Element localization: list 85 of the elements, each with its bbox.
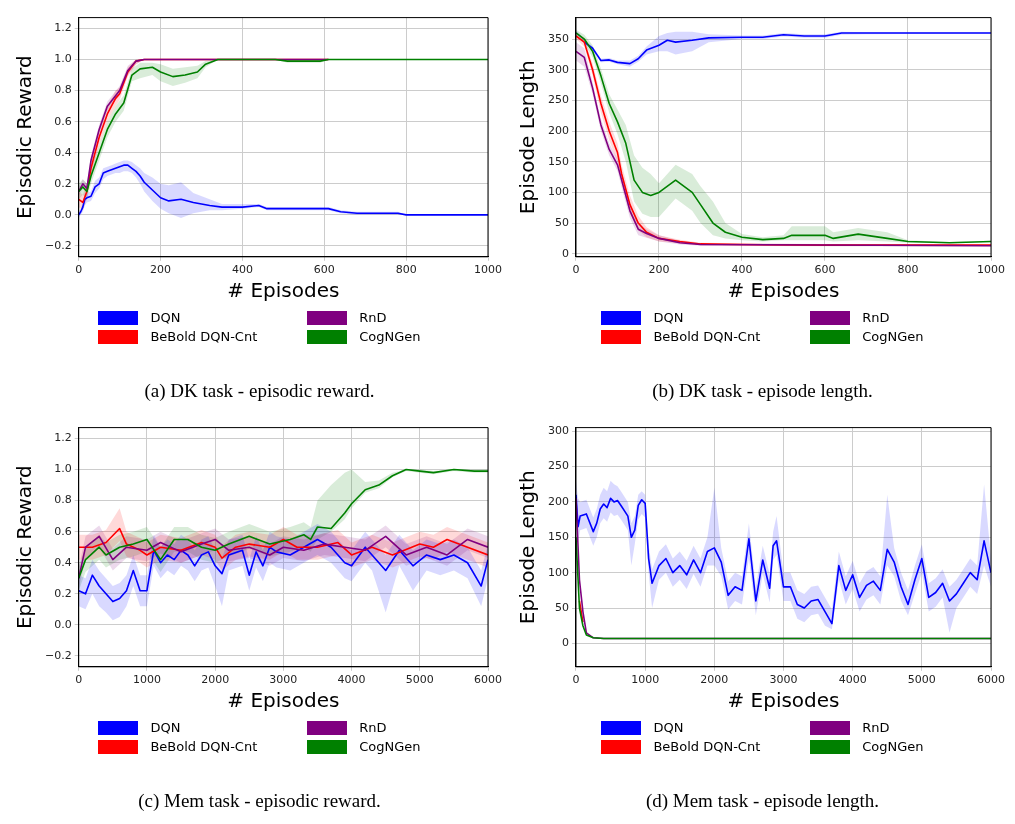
x-tick-label: 5000	[405, 673, 434, 687]
x-tick-label: 0	[74, 263, 82, 277]
y-tick-label: 0.8	[53, 83, 72, 97]
legend-label: CogNGen	[359, 329, 421, 344]
legend-label: RnD	[862, 720, 890, 735]
y-tick-label: 0.6	[53, 524, 72, 538]
y-tick-label: 0.2	[53, 176, 72, 190]
y-tick-label: 1.0	[53, 462, 72, 476]
y-tick-label: 200	[547, 494, 569, 508]
y-axis-title: Episode Length	[514, 470, 539, 625]
y-tick-label: 300	[547, 62, 569, 76]
x-tick-label: 800	[897, 263, 918, 277]
legend-label: RnD	[359, 310, 387, 325]
text: (b) DK task - episode length.	[652, 380, 873, 402]
y-axis-title: Episodic Reward	[11, 55, 36, 220]
y-tick-label: 0	[561, 636, 569, 650]
y-tick-label: 100	[547, 185, 569, 199]
y-tick-label: 0.4	[53, 555, 72, 569]
y-tick-label: 150	[547, 154, 569, 168]
x-tick-label: 5000	[907, 673, 936, 687]
y-tick-label: 50	[554, 215, 569, 229]
y-tick-label: 0	[561, 246, 569, 260]
y-tick-label: −0.2	[44, 648, 72, 662]
legend-label: BeBold DQN-Cnt	[150, 329, 258, 344]
x-tick-label: 200	[648, 263, 669, 277]
y-tick-label: 1.0	[53, 52, 72, 66]
x-axis-title: # Episodes	[226, 278, 339, 303]
x-tick-label: 1000	[132, 673, 161, 687]
x-tick-label: 600	[313, 263, 335, 277]
x-tick-label: 1000	[473, 263, 502, 277]
x-tick-label: 0	[74, 673, 82, 687]
legend-label: BeBold DQN-Cnt	[653, 739, 761, 754]
x-tick-label: 6000	[473, 673, 502, 687]
y-tick-label: 0.8	[53, 493, 72, 507]
y-tick-label: 200	[547, 123, 569, 137]
legend-label: CogNGen	[862, 329, 924, 344]
x-tick-label: 4000	[838, 673, 867, 687]
y-tick-label: 250	[547, 93, 569, 107]
y-tick-label: 250	[547, 459, 569, 473]
text: (a) DK task - episodic reward.	[144, 380, 375, 402]
x-axis-title: # Episodes	[226, 688, 339, 713]
x-tick-label: 400	[231, 263, 253, 277]
x-tick-label: 2000	[200, 673, 229, 687]
y-axis-title: Episodic Reward	[11, 465, 36, 630]
x-axis-title: # Episodes	[726, 688, 840, 713]
x-tick-label: 600	[814, 263, 835, 277]
y-tick-label: 0.4	[53, 145, 72, 159]
y-tick-label: 0.6	[53, 114, 72, 128]
x-axis-title: # Episodes	[726, 278, 840, 303]
y-tick-label: 350	[547, 31, 569, 45]
y-tick-label: 1.2	[53, 431, 72, 445]
y-tick-label: 300	[547, 424, 569, 437]
y-tick-label: 0.0	[53, 207, 72, 221]
legend-label: DQN	[653, 720, 684, 735]
x-tick-label: 400	[731, 263, 752, 277]
x-tick-label: 1000	[630, 673, 659, 687]
y-tick-label: 100	[547, 565, 569, 579]
x-tick-label: 4000	[337, 673, 366, 687]
legend-label: DQN	[150, 720, 181, 735]
text: (d) Mem task - episode length.	[645, 790, 880, 812]
x-tick-label: 0	[572, 263, 579, 277]
legend-label: RnD	[862, 310, 890, 325]
x-tick-label: 3000	[268, 673, 297, 687]
legend-label: BeBold DQN-Cnt	[150, 739, 258, 754]
legend-label: CogNGen	[862, 739, 924, 754]
y-axis-title: Episode Length	[514, 60, 539, 215]
legend-label: CogNGen	[359, 739, 421, 754]
y-tick-label: −0.2	[44, 238, 72, 252]
y-tick-label: 150	[547, 530, 569, 544]
x-tick-label: 3000	[769, 673, 797, 687]
legend-label: DQN	[653, 310, 684, 325]
legend-label: BeBold DQN-Cnt	[653, 329, 761, 344]
x-tick-label: 800	[395, 263, 417, 277]
x-tick-label: 0	[572, 673, 579, 687]
y-tick-label: 0.0	[53, 617, 72, 631]
legend-label: RnD	[359, 720, 387, 735]
y-tick-label: 0.2	[53, 586, 72, 600]
text: (c) Mem task - episodic reward.	[138, 790, 381, 812]
y-tick-label: 50	[554, 600, 569, 614]
y-tick-label: 1.2	[53, 21, 72, 35]
legend-label: DQN	[150, 310, 181, 325]
x-tick-label: 1000	[976, 263, 1005, 277]
x-tick-label: 2000	[699, 673, 728, 687]
x-tick-label: 200	[149, 263, 171, 277]
x-tick-label: 6000	[976, 673, 1005, 687]
